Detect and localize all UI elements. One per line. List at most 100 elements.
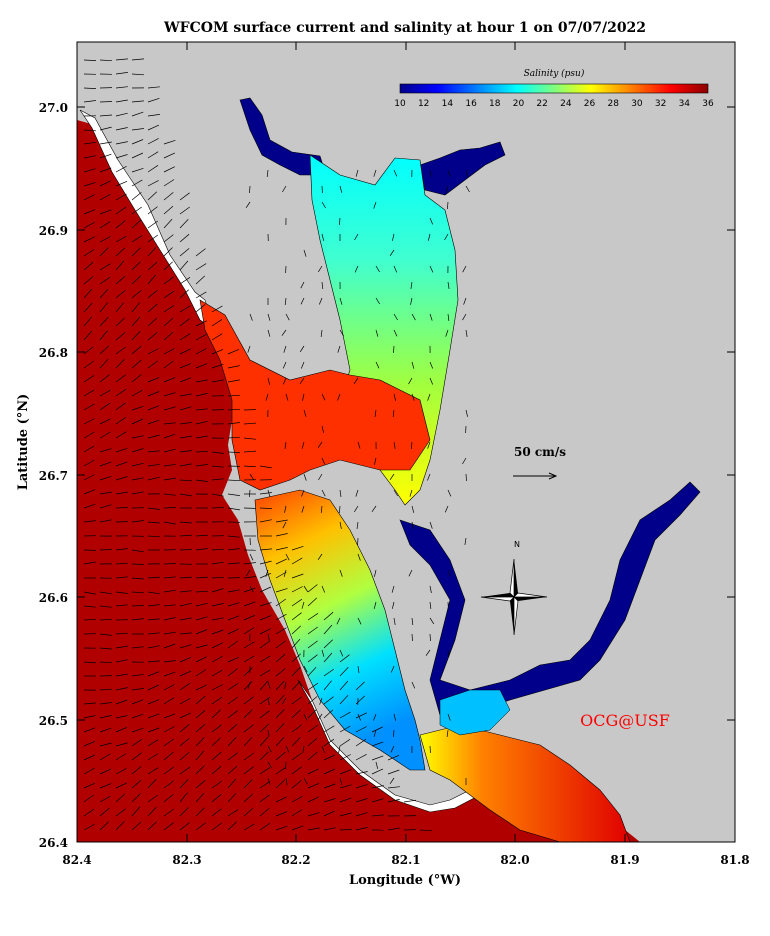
current-vector — [131, 152, 144, 159]
current-vector — [211, 669, 223, 677]
current-vector — [99, 345, 110, 355]
current-vector — [147, 618, 161, 621]
current-vector — [163, 794, 174, 803]
current-vector — [179, 289, 189, 299]
current-vector — [147, 660, 160, 663]
current-vector — [303, 713, 308, 721]
current-vector — [323, 810, 336, 817]
current-vector — [387, 786, 400, 789]
current-vector — [275, 640, 286, 649]
current-vector — [411, 505, 415, 513]
current-vector — [115, 687, 128, 691]
current-vector — [447, 489, 452, 497]
current-vector — [83, 100, 96, 103]
current-vector — [163, 317, 174, 327]
current-vector — [147, 767, 159, 775]
current-vector — [131, 591, 145, 594]
current-vector — [389, 249, 395, 256]
current-vector — [147, 576, 161, 579]
current-vector — [195, 320, 207, 327]
current-vector — [243, 587, 256, 593]
current-vector — [83, 503, 96, 509]
current-vector — [465, 169, 468, 177]
current-vector — [275, 547, 288, 551]
current-vector — [259, 669, 271, 677]
current-vector — [179, 393, 192, 397]
colorbar-tick-label: 34 — [679, 99, 691, 109]
current-vector — [321, 585, 326, 593]
current-vector — [131, 477, 144, 481]
current-vector — [99, 114, 113, 117]
current-vector — [267, 489, 271, 497]
current-vector — [147, 521, 161, 524]
current-vector — [321, 201, 326, 209]
current-vector — [131, 261, 141, 271]
current-vector — [307, 751, 318, 761]
current-vector — [375, 297, 380, 305]
current-vector — [291, 545, 304, 551]
san-carlos-bay — [419, 724, 631, 842]
current-vector — [179, 576, 193, 579]
current-vector — [427, 473, 431, 481]
current-vector — [267, 681, 271, 689]
current-vector — [227, 535, 240, 538]
current-vector — [275, 519, 288, 523]
current-vector — [179, 305, 191, 313]
current-vector — [465, 185, 470, 193]
current-vector — [179, 450, 192, 453]
current-vector — [83, 459, 95, 467]
current-vector — [83, 445, 95, 453]
current-vector — [147, 463, 160, 467]
current-vector — [195, 248, 206, 257]
current-vector — [195, 348, 207, 355]
current-vector — [393, 265, 398, 273]
current-vector — [163, 589, 176, 593]
y-tick-label: 26.8 — [39, 346, 68, 360]
current-vector — [83, 727, 96, 733]
current-vector — [179, 590, 192, 593]
current-vector — [131, 111, 144, 117]
current-vector — [227, 683, 239, 691]
current-vector — [163, 218, 173, 229]
current-vector — [115, 507, 129, 509]
current-vector — [275, 558, 288, 565]
current-vector — [323, 624, 333, 635]
current-vector — [99, 418, 111, 425]
current-vector — [131, 247, 141, 257]
current-vector — [211, 451, 224, 454]
current-vector — [163, 192, 174, 201]
current-vector — [131, 462, 144, 467]
current-vector — [354, 505, 359, 513]
current-vector — [283, 345, 287, 353]
current-vector — [371, 785, 384, 789]
current-vector — [131, 491, 144, 495]
current-vector — [163, 205, 174, 215]
current-vector — [147, 274, 157, 285]
current-vector — [195, 435, 208, 439]
colorbar: Salinity (psu) 10 12 14 16 18 20 22 24 26 28 30 32 3… — [394, 68, 714, 109]
current-vector — [307, 827, 320, 831]
current-vector — [227, 379, 240, 383]
y-tick-label: 27.0 — [39, 101, 68, 115]
current-vector — [320, 329, 323, 337]
current-vector — [299, 345, 305, 353]
current-vector — [99, 727, 112, 733]
current-vector — [371, 741, 384, 747]
current-vector — [115, 260, 125, 271]
current-vector — [259, 519, 272, 523]
current-vector — [99, 276, 111, 285]
current-vector — [243, 709, 253, 719]
current-vector — [243, 823, 255, 831]
current-vector — [147, 794, 159, 803]
current-vector — [267, 377, 271, 385]
current-vector — [179, 752, 190, 761]
current-vector — [99, 236, 111, 243]
current-vector — [323, 680, 332, 691]
current-vector — [392, 233, 395, 241]
current-vector — [147, 234, 159, 243]
current-vector — [83, 346, 94, 355]
current-vector — [195, 275, 206, 285]
current-vector — [339, 777, 343, 785]
velocity-scale: 50 cm/s — [513, 445, 566, 480]
current-vector — [429, 601, 432, 609]
